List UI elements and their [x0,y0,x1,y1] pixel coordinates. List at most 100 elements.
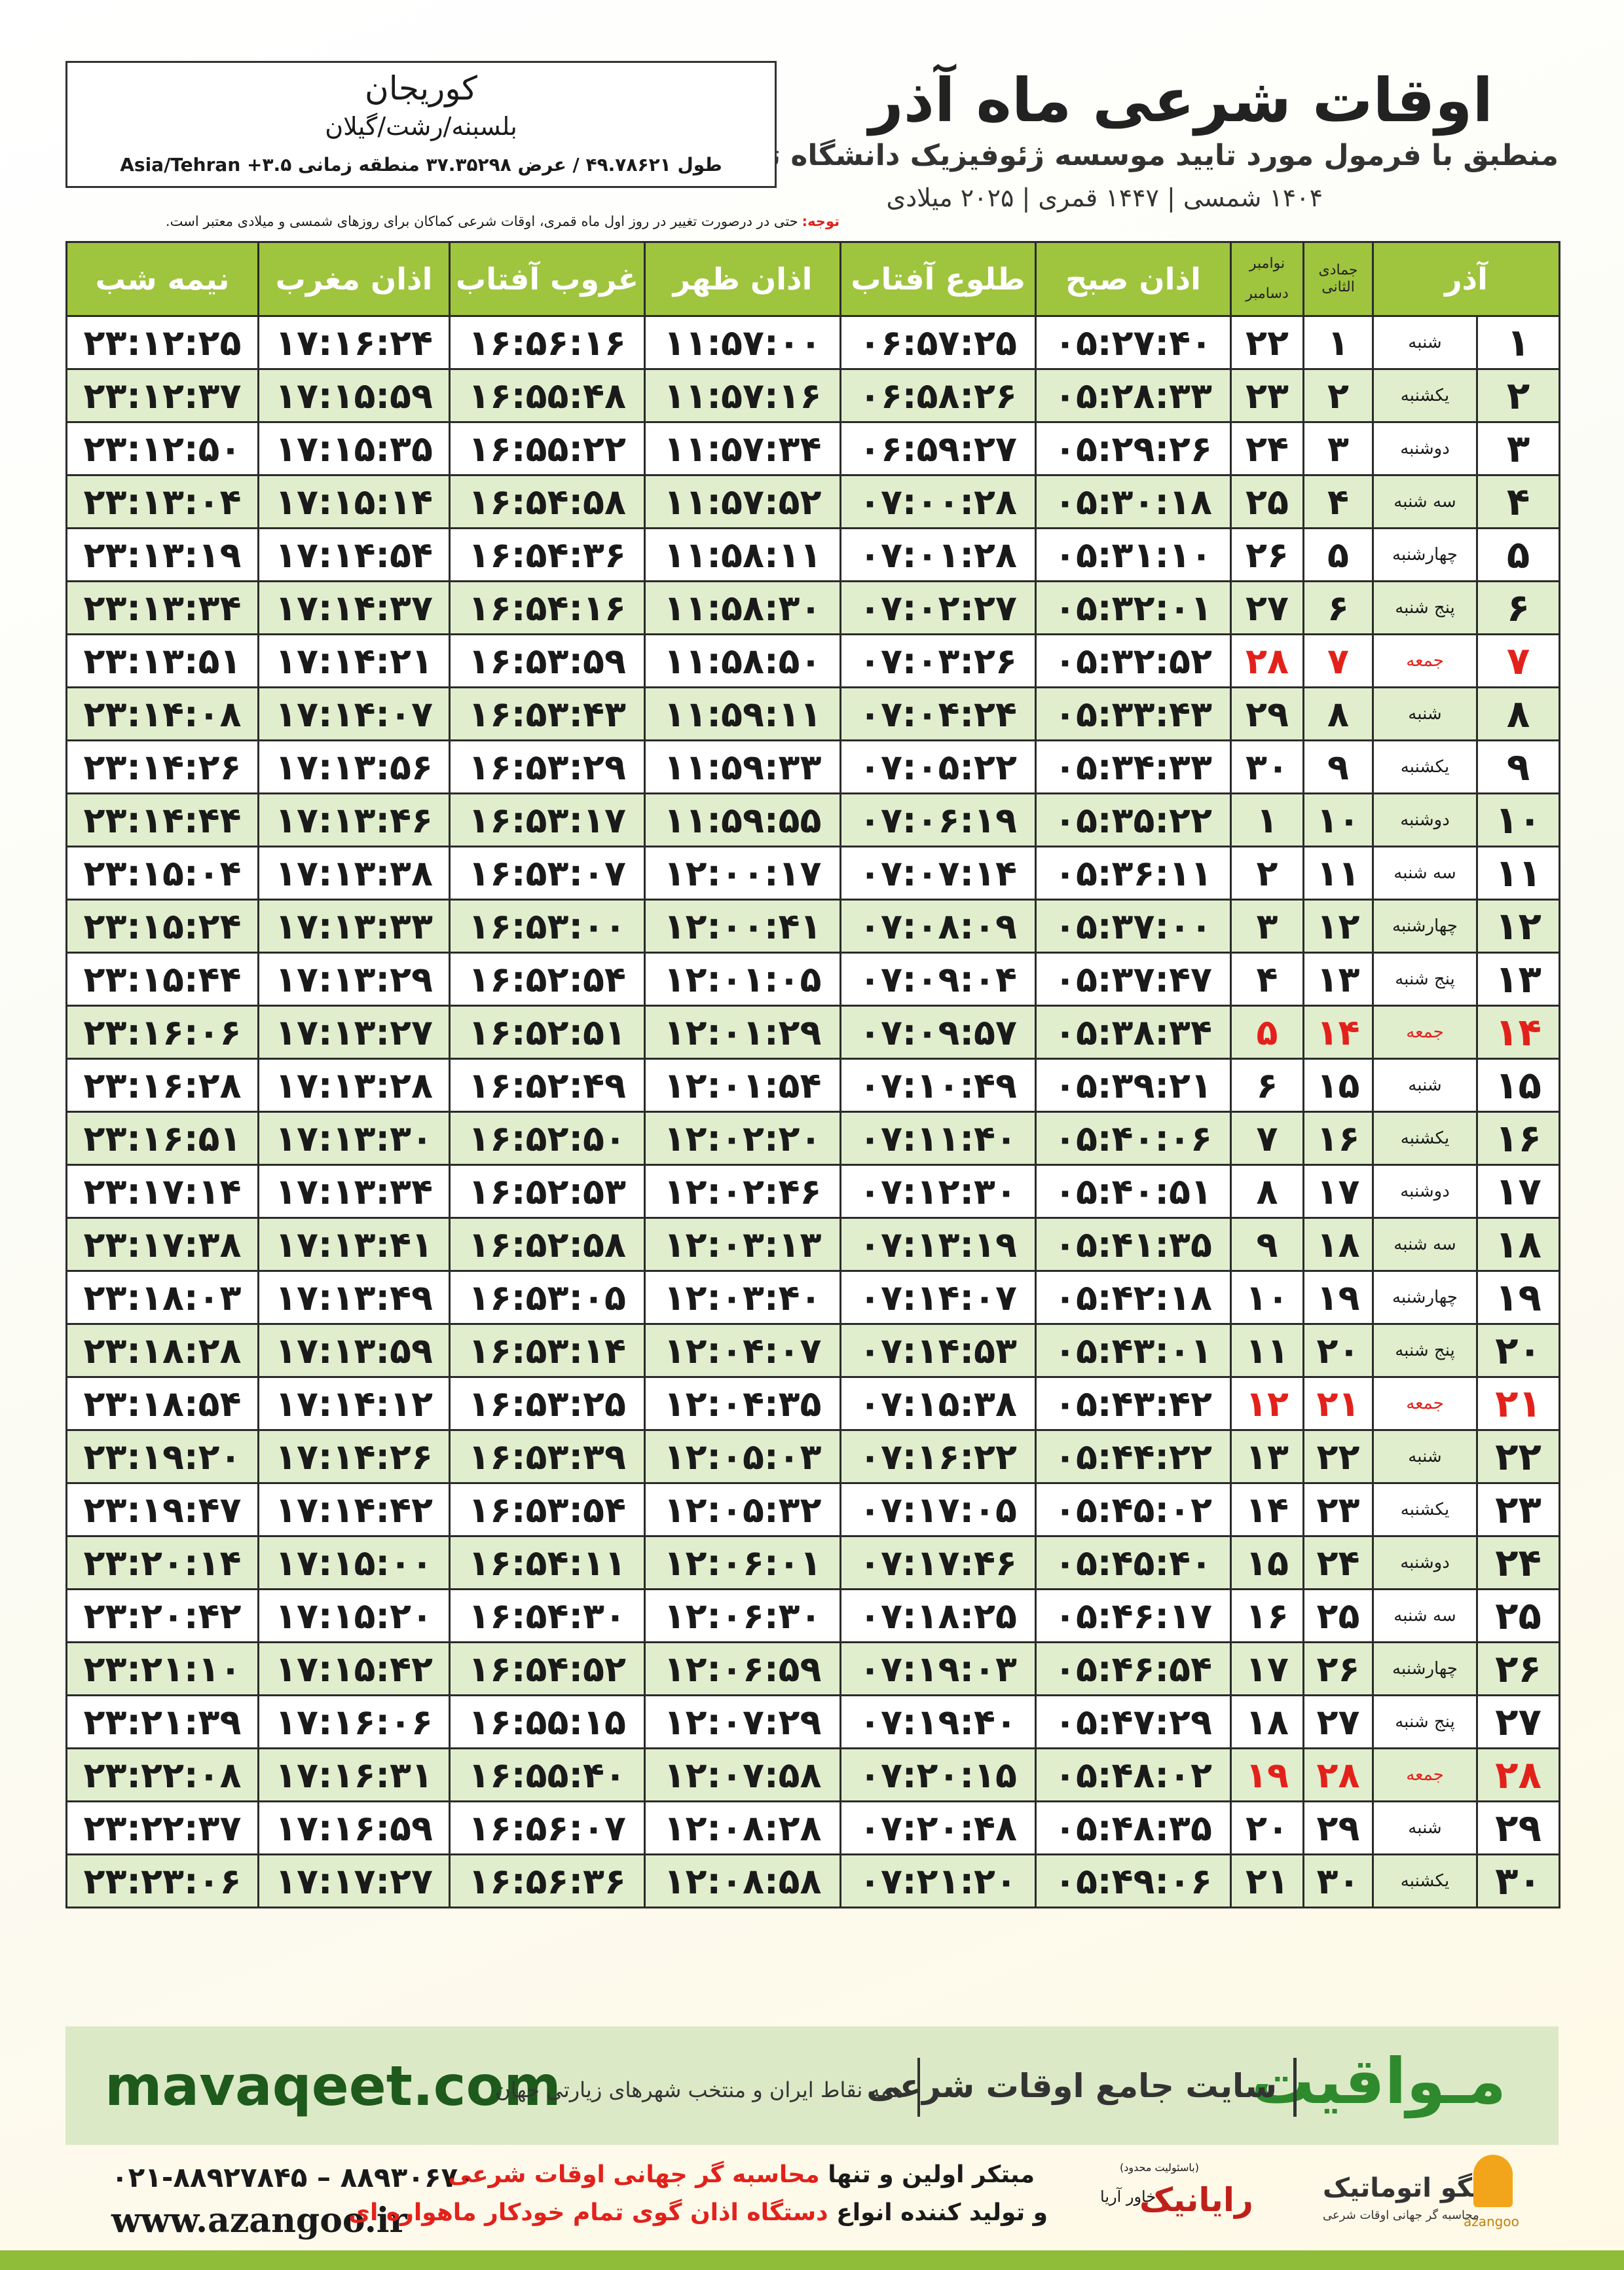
time: ۱۲:۰۳:۴۰ [644,1270,841,1325]
time: ۲۳:۱۲:۲۵ [65,315,259,370]
time: ۱۶:۵۶:۳۶ [449,1853,646,1908]
time-header: اذان صبح [1035,241,1232,317]
time: ۱۷:۱۳:۳۴ [257,1164,451,1219]
greg-day: ۱۰ [1230,1270,1304,1325]
time: ۱۶:۵۳:۲۵ [449,1376,646,1431]
time: ۱۲:۰۶:۰۱ [644,1535,841,1590]
greg-day: ۱۷ [1230,1641,1304,1696]
hijri-day: ۲۶ [1302,1641,1374,1696]
time: ۱۷:۱۳:۳۸ [257,846,451,901]
time: ۰۵:۲۹:۲۶ [1035,421,1232,476]
time: ۲۳:۱۳:۵۱ [65,633,259,688]
weekday: سه شنبه [1371,846,1479,901]
time: ۱۲:۰۴:۰۷ [644,1323,841,1378]
table-row: ۹ یکشنبه ۹ ۳۰ ۰۵:۳۴:۳۳ ۰۷:۰۵:۲۲ ۱۱:۵۹:۳۳ ۱۶:۵۳:… [65,739,1561,794]
time: ۰۶:۵۷:۲۵ [840,315,1037,370]
time: ۱۷:۱۳:۲۸ [257,1058,451,1113]
time: ۰۵:۴۸:۳۵ [1035,1800,1232,1855]
day: ۱۰ [1476,792,1561,847]
time: ۰۵:۴۰:۰۶ [1035,1111,1232,1166]
time: ۰۵:۴۱:۳۵ [1035,1217,1232,1272]
site: mavaqeet.com [105,2054,561,2118]
time: ۱۷:۱۵:۵۹ [257,368,451,423]
hijri-day: ۱۹ [1302,1270,1374,1325]
time: ۱۷:۱۵:۲۰ [257,1588,451,1643]
raianik: رایانیک [1139,2181,1253,2219]
day: ۱۷ [1476,1164,1561,1219]
time: ۱۱:۵۹:۵۵ [644,792,841,847]
greg-day: ۶ [1230,1058,1304,1113]
time: ۱۶:۵۴:۵۲ [449,1641,646,1696]
hijri-day: ۷ [1302,633,1374,688]
greg-day: ۱۲ [1230,1376,1304,1431]
greg-day: ۱ [1230,792,1304,847]
time: ۰۷:۰۵:۲۲ [840,739,1037,794]
time: ۱۷:۱۳:۳۰ [257,1111,451,1166]
footer-text: و تولید کننده انواع [836,2199,1048,2226]
time: ۱۲:۰۱:۵۴ [644,1058,841,1113]
day: ۱۵ [1476,1058,1561,1113]
time: ۱۶:۵۳:۰۵ [449,1270,646,1325]
separator [917,2058,920,2117]
time: ۱۶:۵۴:۵۸ [449,474,646,529]
day: ۲۴ [1476,1535,1561,1590]
time: ۱۶:۵۲:۵۱ [449,1005,646,1060]
time-header: اذان مغرب [257,241,451,317]
time: ۱۱:۵۹:۱۱ [644,686,841,741]
weekday: چهارشنبه [1371,1641,1479,1696]
day: ۱۲ [1476,899,1561,954]
brand: مـواقیت [1251,2045,1506,2118]
time: ۰۵:۳۸:۳۴ [1035,1005,1232,1060]
time-header: طلوع آفتاب [840,241,1037,317]
table-row: ۱۴ جمعه ۱۴ ۵ ۰۵:۳۸:۳۴ ۰۷:۰۹:۵۷ ۱۲:۰۱:۲۹ ۱۶:۵۲:۵… [65,1005,1561,1060]
time: ۱۷:۱۳:۲۷ [257,1005,451,1060]
time: ۱۷:۱۶:۲۴ [257,315,451,370]
time: ۱۷:۱۵:۱۴ [257,474,451,529]
time: ۰۷:۱۵:۳۸ [840,1376,1037,1431]
time: ۰۷:۰۹:۰۴ [840,952,1037,1007]
time: ۲۳:۱۳:۰۴ [65,474,259,529]
city: کوریجان [365,69,477,107]
day: ۲۳ [1476,1482,1561,1537]
day: ۴ [1476,474,1561,529]
greg-day: ۲۸ [1230,633,1304,688]
banner: mavaqeet.com مـواقیت سایت جامع اوقات شرع… [65,2026,1559,2145]
footer-highlight: دستگاه اذان گوی تمام خودکار ماهواره ای [348,2199,828,2226]
time: ۰۷:۰۰:۲۸ [840,474,1037,529]
time: ۰۷:۲۰:۴۸ [840,1800,1037,1855]
time: ۰۵:۳۳:۴۳ [1035,686,1232,741]
time: ۲۳:۱۸:۰۳ [65,1270,259,1325]
time: ۰۷:۱۹:۰۳ [840,1641,1037,1696]
subtitle: منطبق با فرمول مورد تایید موسسه ژئوفیزیک… [698,139,1559,172]
greg-day: ۱۸ [1230,1694,1304,1749]
time: ۲۳:۱۴:۴۴ [65,792,259,847]
header-row: آذر جمادی الثانی نوامبر دسامبر اذان صبح طل… [65,241,1561,317]
day: ۲۸ [1476,1747,1561,1802]
note-label: توجه: [802,214,840,229]
hijri-day: ۸ [1302,686,1374,741]
greg-day: ۱۱ [1230,1323,1304,1378]
table-row: ۱۰ دوشنبه ۱۰ ۱ ۰۵:۳۵:۲۲ ۰۷:۰۶:۱۹ ۱۱:۵۹:۵۵ ۱۶:۵۳… [65,792,1561,847]
hijri-day: ۲۲ [1302,1429,1374,1484]
time: ۰۵:۳۷:۴۷ [1035,952,1232,1007]
day: ۱۱ [1476,846,1561,901]
weekday: دوشنبه [1371,792,1479,847]
time: ۱۱:۵۷:۰۰ [644,315,841,370]
hijri-day: ۱۲ [1302,899,1374,954]
time: ۰۵:۳۴:۳۳ [1035,739,1232,794]
greg-top: نوامبر [1249,255,1285,272]
table-row: ۱۵ شنبه ۱۵ ۶ ۰۵:۳۹:۲۱ ۰۷:۱۰:۴۹ ۱۲:۰۱:۵۴ ۱۶:۵۲:۴… [65,1058,1561,1113]
weekday: شنبه [1371,1800,1479,1855]
time: ۲۳:۱۴:۰۸ [65,686,259,741]
time: ۱۶:۵۶:۰۷ [449,1800,646,1855]
greg-day: ۲۱ [1230,1853,1304,1908]
time-header: اذان ظهر [644,241,841,317]
hijri-day: ۱۵ [1302,1058,1374,1113]
time: ۰۵:۳۷:۰۰ [1035,899,1232,954]
greg-day: ۱۵ [1230,1535,1304,1590]
time: ۱۷:۱۴:۵۴ [257,527,451,582]
time: ۱۶:۵۵:۴۰ [449,1747,646,1802]
time: ۱۲:۰۱:۲۹ [644,1005,841,1060]
time: ۱۲:۰۵:۰۳ [644,1429,841,1484]
table-row: ۱۷ دوشنبه ۱۷ ۸ ۰۵:۴۰:۵۱ ۰۷:۱۲:۳۰ ۱۲:۰۲:۴۶ ۱۶:۵۲… [65,1164,1561,1219]
